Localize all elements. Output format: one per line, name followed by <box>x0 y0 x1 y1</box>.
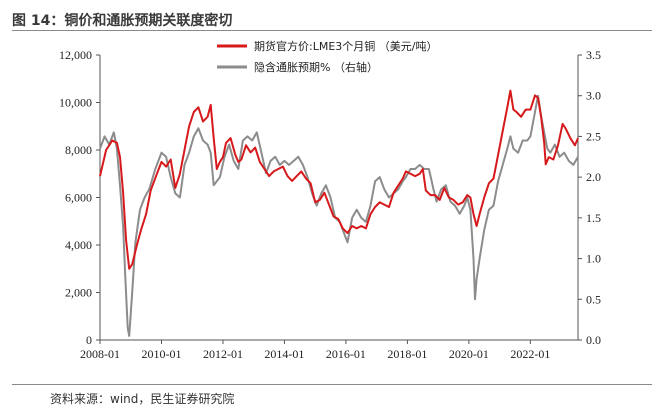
x-tick-label: 2012-01 <box>203 347 243 361</box>
y-right-tick-label: 3.0 <box>586 89 601 103</box>
y-left-tick-label: 12,000 <box>59 48 92 62</box>
title-divider <box>12 30 652 31</box>
y-left-tick-label: 10,000 <box>59 96 92 110</box>
x-tick-label: 2016-01 <box>326 347 366 361</box>
source-note: 资料来源：wind，民生证券研究院 <box>50 392 235 406</box>
legend-label-inflation: 隐含通胀预期% （右轴） <box>254 60 378 74</box>
x-tick-label: 2020-01 <box>449 347 489 361</box>
y-left-tick-label: 8,000 <box>65 143 92 157</box>
chart-legend: 期货官方价:LME3个月铜 （美元/吨） 隐含通胀预期% （右轴） <box>217 39 437 74</box>
y-left-tick-label: 4,000 <box>65 238 92 252</box>
figure-title: 图 14：铜价和通胀预期关联度密切 <box>12 13 233 29</box>
y-right-tick-label: 0.0 <box>586 333 601 347</box>
y-left-tick-label: 0 <box>86 333 92 347</box>
y-right-tick-label: 1.0 <box>586 252 601 266</box>
series-line-inflation <box>99 94 579 337</box>
x-tick-label: 2010-01 <box>141 347 181 361</box>
x-tick-label: 2022-01 <box>510 347 550 361</box>
x-tick-label: 2014-01 <box>264 347 304 361</box>
legend-label-copy-price: 期货官方价:LME3个月铜 （美元/吨） <box>254 39 437 53</box>
line-chart: 0 2,000 4,000 6,000 8,000 10,000 12,000 0.0 0.5 1… <box>59 39 601 361</box>
footer-divider <box>12 384 652 385</box>
x-tick-label: 2018-01 <box>387 347 427 361</box>
y-left-tick-label: 2,000 <box>65 286 92 300</box>
y-right-tick-label: 2.0 <box>586 170 601 184</box>
x-tick-label: 2008-01 <box>80 347 120 361</box>
y-right-tick-label: 3.5 <box>586 48 601 62</box>
chart-series <box>99 89 579 337</box>
chart-axes: 0 2,000 4,000 6,000 8,000 10,000 12,000 0.0 0.5 1… <box>59 48 601 361</box>
y-right-tick-label: 0.5 <box>586 292 601 306</box>
y-left-tick-label: 6,000 <box>65 191 92 205</box>
series-line-copy-price <box>99 89 579 270</box>
y-right-tick-label: 2.5 <box>586 129 601 143</box>
y-right-tick-label: 1.5 <box>586 211 601 225</box>
